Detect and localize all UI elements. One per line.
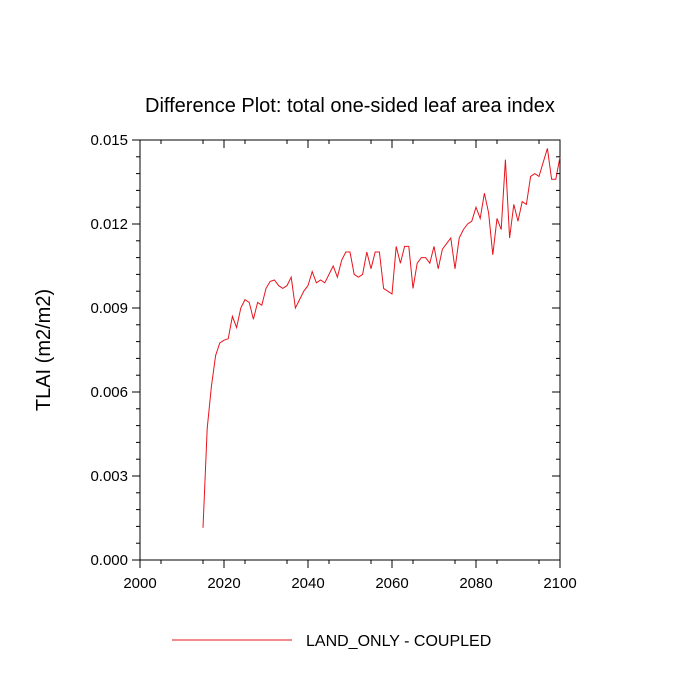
series-line-land-only-coupled <box>202 148 561 528</box>
y-tick-label: 0.009 <box>90 300 128 317</box>
x-tick-label: 2080 <box>459 575 492 592</box>
y-axis-label: TLAI (m2/m2) <box>33 289 55 411</box>
y-tick-label: 0.015 <box>90 132 128 149</box>
chart-title: Difference Plot: total one-sided leaf ar… <box>145 95 555 117</box>
y-tick-label: 0.003 <box>90 468 128 485</box>
x-tick-label: 2060 <box>375 575 408 592</box>
y-tick-label: 0.000 <box>90 552 128 569</box>
x-tick-label: 2100 <box>543 575 576 592</box>
y-tick-label: 0.012 <box>90 216 128 233</box>
x-tick-label: 2020 <box>207 575 240 592</box>
axis-tick-labels: 2000 2020 2040 2060 2080 2100 0.000 0.003 0.006 0… <box>90 132 576 592</box>
axis-ticks <box>132 139 561 568</box>
legend-label: LAND_ONLY - COUPLED <box>306 633 491 650</box>
x-tick-label: 2040 <box>291 575 324 592</box>
x-tick-label: 2000 <box>123 575 156 592</box>
legend: LAND_ONLY - COUPLED <box>172 633 491 650</box>
plot-frame <box>139 139 561 561</box>
y-tick-label: 0.006 <box>90 384 128 401</box>
